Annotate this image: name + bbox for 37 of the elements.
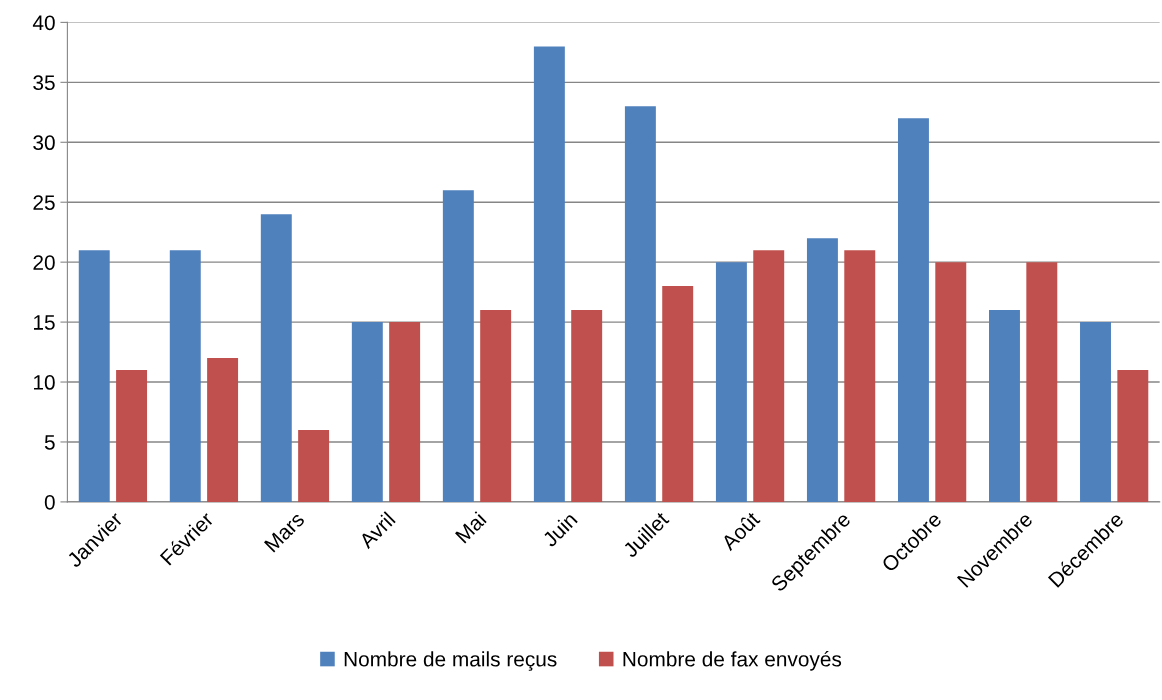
bar xyxy=(1080,322,1111,502)
bar xyxy=(442,190,474,502)
bar xyxy=(533,46,565,502)
y-tick-label: 20 xyxy=(33,255,55,270)
bar xyxy=(207,358,239,502)
y-tick-label: 5 xyxy=(44,435,55,450)
y-tick-label: 15 xyxy=(34,315,55,330)
bar xyxy=(897,118,929,502)
bar xyxy=(480,310,512,502)
bar xyxy=(844,250,876,502)
bar xyxy=(1117,370,1149,502)
y-tick-label: 35 xyxy=(33,75,55,91)
bar xyxy=(624,106,656,502)
bar xyxy=(989,310,1020,502)
bar xyxy=(935,262,967,502)
y-tick-label: 0 xyxy=(44,494,55,510)
legend-label: Nombre de fax envoyés xyxy=(623,650,842,671)
y-tick-label: 40 xyxy=(32,15,55,31)
bar xyxy=(298,429,330,502)
y-tick-label: 10 xyxy=(34,375,55,390)
y-tick-label: 25 xyxy=(33,195,55,210)
legend-label: Nombre de mails reçus xyxy=(344,651,557,671)
bar xyxy=(351,322,383,502)
x-tick-label: Mai xyxy=(454,511,487,544)
x-tick-label: Juin xyxy=(541,511,578,548)
bar xyxy=(753,250,785,502)
bar xyxy=(662,286,694,502)
bar xyxy=(78,250,110,502)
y-tick-label: 30 xyxy=(33,135,55,151)
bar xyxy=(116,370,148,502)
bar xyxy=(715,262,747,502)
bar xyxy=(806,238,838,502)
bar xyxy=(1026,262,1058,502)
bar xyxy=(571,310,603,502)
bar xyxy=(169,250,201,502)
bar xyxy=(389,322,421,502)
bar xyxy=(260,214,292,502)
